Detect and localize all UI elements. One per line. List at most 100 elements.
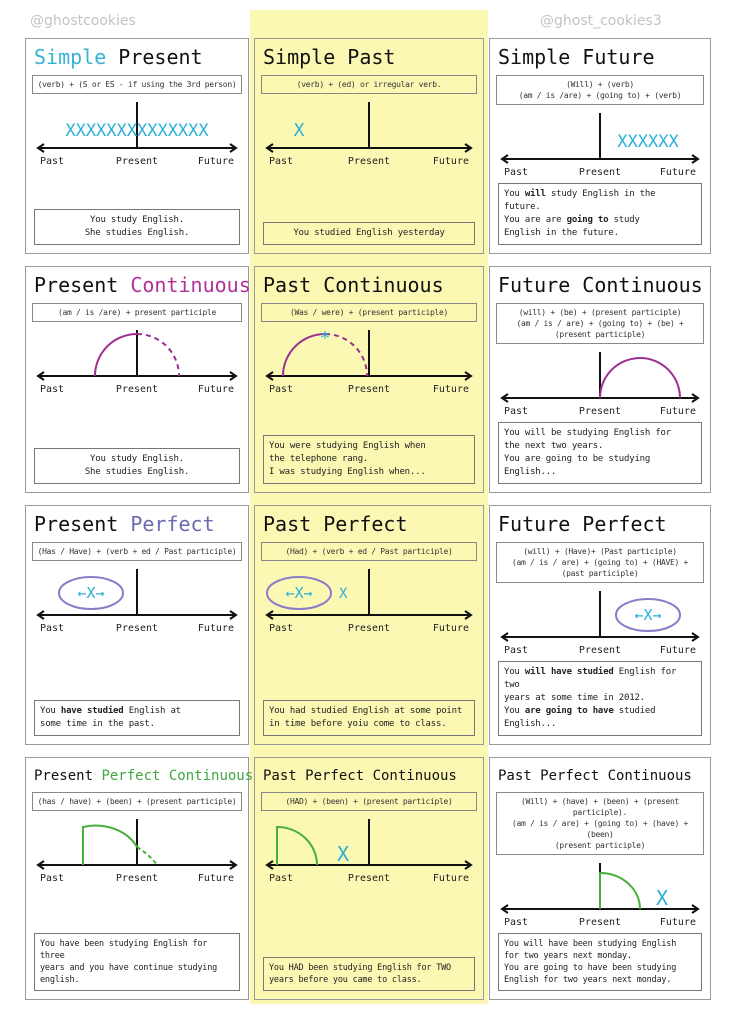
tense-title: Future Perfect	[490, 506, 710, 540]
example-line: the next two years.	[504, 440, 696, 453]
title-part: Simple Future	[498, 45, 655, 69]
timeline-label-past: Past	[269, 873, 293, 884]
formula-box: (Will) + (verb) (am / is /are) + (going t…	[496, 75, 704, 105]
tense-title: Present Continuous	[26, 267, 251, 301]
action-arc	[94, 333, 138, 377]
example-text: for two years next monday.	[504, 951, 632, 961]
x-mark: X	[337, 842, 349, 866]
example-box: You will study English in the future. You…	[498, 183, 702, 245]
tense-card: Past Perfect (Had) + (verb + ed / Past pa…	[254, 505, 484, 745]
example-text: years before you came to class.	[269, 975, 422, 985]
formula-line: (Will) + (verb)	[566, 80, 634, 89]
example-line: I was studying English when...	[269, 466, 469, 479]
arrow-left-icon	[265, 610, 274, 620]
arrow-left-icon	[265, 371, 274, 381]
timeline-label-future: Future	[198, 623, 234, 634]
formula-line: (am / is / are) + (going to) + (be) + (p…	[516, 319, 684, 339]
arrow-right-icon	[464, 143, 473, 153]
example-line: You study English.	[40, 453, 234, 466]
duration-ellipse	[266, 576, 332, 610]
timeline-label-past: Past	[40, 384, 64, 395]
timeline-diagram: Past Present Future *	[265, 328, 473, 395]
tense-card: Future Continuous (will) + (be) + (presen…	[489, 266, 711, 493]
example-box: You studied English yesterday	[263, 222, 475, 245]
x-mark: ←X→	[77, 584, 104, 602]
formula-line: (present participle)	[554, 841, 646, 850]
timeline-diagram: Past Present Future XXXXXXXXXXXXXX	[36, 102, 238, 167]
continuing-arc	[324, 333, 368, 377]
tense-card: Present Continuous (am / is /are) + prese…	[25, 266, 251, 493]
example-text: english.	[40, 975, 80, 985]
timeline-label-past: Past	[40, 156, 64, 167]
timeline-diagram: Past Present Future X	[265, 819, 473, 884]
timeline-label-present: Present	[579, 406, 621, 417]
timeline-label-past: Past	[504, 406, 528, 417]
timeline-label-present: Present	[348, 623, 390, 634]
title-part: Simple Past	[263, 45, 396, 69]
timeline-label-future: Future	[660, 406, 696, 417]
example-text: You are going to have been studying	[504, 963, 677, 973]
example-box: You will have studied English for two yea…	[498, 661, 702, 736]
x-mark: ←X→	[634, 606, 661, 624]
arrow-left-icon	[36, 610, 45, 620]
formula-line: (will) + (be) + (present participle)	[518, 308, 682, 317]
example-emphasis: will have studied	[524, 667, 614, 677]
example-text: study	[608, 215, 640, 225]
formula-box: (verb) + (S or ES - if using the 3rd per…	[32, 75, 242, 94]
example-line: English for two years next monday.	[504, 974, 696, 986]
timeline-label-past: Past	[269, 623, 293, 634]
arrow-left-icon	[36, 371, 45, 381]
example-box: You have studied English at some time in …	[34, 700, 240, 736]
title-part: Past Perfect	[263, 512, 408, 536]
arrow-right-icon	[691, 632, 700, 642]
timeline-diagram: Past Present Future XXXXXX	[500, 113, 700, 178]
example-line: for two years next monday.	[504, 950, 696, 962]
formula-box: (has / have) + (been) + (present partici…	[32, 792, 242, 811]
example-text: She studies English.	[84, 467, 190, 477]
formula-box: (Had) + (verb + ed / Past participle)	[261, 542, 477, 561]
timeline-label-present: Present	[348, 156, 390, 167]
formula-box: (will) + (Have)+ (Past participle) (am / …	[496, 542, 704, 583]
arrow-right-icon	[229, 143, 238, 153]
example-text: You will have been studying English	[504, 939, 677, 949]
example-line: You will have studied English for two	[504, 666, 696, 692]
timeline-label-future: Future	[660, 917, 696, 928]
formula-box: (am / is /are) + present participle	[32, 303, 242, 322]
example-line: years before you came to class.	[269, 974, 469, 986]
duration-ellipse	[615, 598, 681, 632]
example-line: years at some time in 2012.	[504, 692, 696, 705]
formula-line: (Had) + (verb + ed / Past participle)	[285, 547, 453, 556]
example-text: You had studied English at some point	[269, 706, 463, 716]
example-box: You study English. She studies English.	[34, 448, 240, 484]
example-text: English in the future.	[504, 228, 619, 238]
example-text: English for two years next monday.	[504, 975, 672, 985]
example-text: You HAD been studying English for TWO	[269, 963, 451, 973]
timeline-label-present: Present	[116, 156, 158, 167]
timeline-diagram: Past Present Future X	[500, 863, 700, 928]
timeline-label-past: Past	[504, 917, 528, 928]
formula-line: (am / is / are) + (going to) + (HAVE) + …	[511, 558, 689, 578]
tense-card: Present Perfect Continuous (has / have) +…	[25, 757, 253, 1000]
example-text: You will be studying English for	[504, 428, 671, 438]
example-line: You are going to have studied English...	[504, 705, 696, 731]
arrow-right-icon	[229, 371, 238, 381]
tense-card: Past Perfect Continuous (Will) + (have) +…	[489, 757, 711, 1000]
example-line: years and you have continue studying	[40, 962, 234, 974]
example-line: She studies English.	[40, 227, 234, 240]
formula-line: (has / have) + (been) + (present partici…	[37, 797, 237, 806]
tense-title: Past Perfect Continuous	[490, 758, 710, 790]
timeline-label-past: Past	[269, 384, 293, 395]
timeline-diagram: Past Present Future	[36, 819, 238, 884]
x-mark: XXXXXXXXXXXXXX	[65, 121, 209, 141]
arrow-left-icon	[500, 393, 509, 403]
timeline-label-future: Future	[660, 645, 696, 656]
timeline-diagram: Past Present Future	[500, 352, 700, 417]
tense-title: Simple Present	[26, 39, 248, 73]
tense-title: Simple Past	[255, 39, 483, 73]
example-line: She studies English.	[40, 466, 234, 479]
formula-line: (Will) + (have) + (been) + (present part…	[520, 797, 680, 817]
timeline-label-past: Past	[40, 623, 64, 634]
formula-box: (HAD) + (been) + (present participle)	[261, 792, 477, 811]
duration-curve	[276, 825, 318, 866]
watermark: @ghostcookies	[30, 13, 136, 29]
